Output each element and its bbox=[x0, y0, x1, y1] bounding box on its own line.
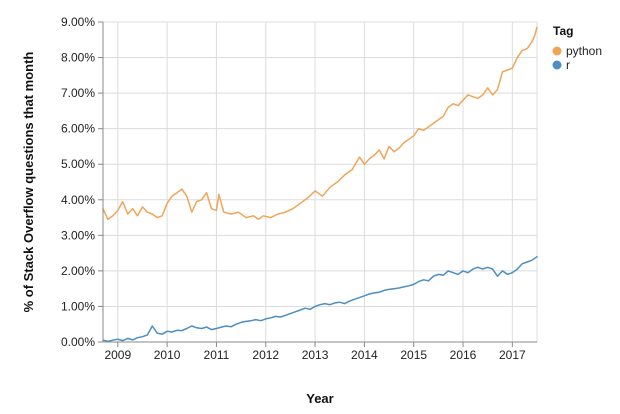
gridlines bbox=[102, 21, 538, 343]
y-tick-label: 4.00% bbox=[61, 193, 95, 207]
legend-swatch-python bbox=[552, 46, 562, 56]
y-tick-label: 2.00% bbox=[61, 264, 95, 278]
x-tick-label: 2009 bbox=[104, 348, 131, 362]
legend-label-python: python bbox=[566, 44, 602, 58]
y-tick-label: 8.00% bbox=[61, 51, 95, 65]
series-lines bbox=[102, 26, 538, 343]
y-tick-label: 9.00% bbox=[61, 15, 95, 29]
legend-label-r: r bbox=[566, 58, 570, 72]
axes: 0.00% 1.00% 2.00% 3.00% 4.00% 5.00% 6.00% 7.00%… bbox=[61, 15, 537, 362]
y-tick-label: 3.00% bbox=[61, 228, 95, 242]
x-tick-label: 2014 bbox=[351, 348, 378, 362]
plot-frame bbox=[102, 21, 538, 343]
x-tick-label: 2015 bbox=[400, 348, 427, 362]
x-tick-label: 2016 bbox=[450, 348, 477, 362]
x-axis-title: Year bbox=[306, 391, 333, 406]
legend-title: Tag bbox=[553, 24, 573, 38]
legend-swatch-r bbox=[552, 60, 562, 70]
series-line-r bbox=[102, 255, 538, 343]
y-tick-label: 1.00% bbox=[61, 299, 95, 313]
y-tick-label: 5.00% bbox=[61, 157, 95, 171]
y-tick-label: 6.00% bbox=[61, 122, 95, 136]
x-tick-label: 2010 bbox=[154, 348, 181, 362]
x-tick-label: 2011 bbox=[204, 348, 230, 362]
y-tick-label: 7.00% bbox=[61, 86, 95, 100]
x-tick-label: 2013 bbox=[302, 348, 329, 362]
y-tick-label: 0.00% bbox=[61, 335, 95, 349]
x-tick-label: 2012 bbox=[252, 348, 279, 362]
y-axis-title: % of Stack Overflow questions that month bbox=[21, 52, 36, 313]
series-line-python bbox=[102, 26, 538, 221]
x-tick-label: 2017 bbox=[499, 348, 526, 362]
